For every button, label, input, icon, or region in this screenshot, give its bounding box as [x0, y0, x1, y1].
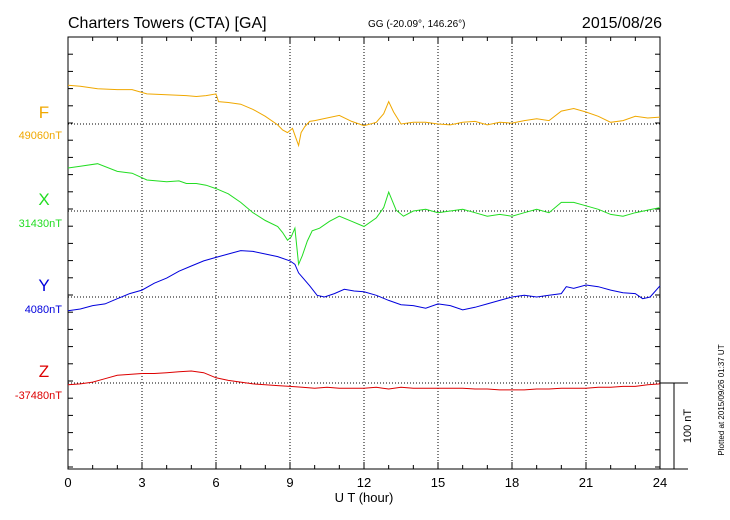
- series-name-f: F: [39, 103, 49, 122]
- x-tick-label: 0: [64, 475, 71, 490]
- series-baseline-x: 31430nT: [19, 218, 63, 230]
- x-axis-label: U T (hour): [335, 490, 394, 505]
- coordinates-label: GG (-20.09°, 146.26°): [368, 19, 466, 30]
- series-labels: F 49060nT X 31430nT Y 4080nT Z -37480nT: [15, 103, 62, 402]
- x-tick-label: 6: [212, 475, 219, 490]
- series-baseline-f: 49060nT: [19, 130, 63, 142]
- x-tick-label: 21: [579, 475, 593, 490]
- date-label: 2015/08/26: [582, 15, 662, 32]
- scale-bar: [660, 382, 688, 470]
- series-line-f: [67, 84, 661, 148]
- plotted-timestamp: Plotted at 2015/09/26 01:37 UT: [717, 344, 726, 455]
- series-name-y: Y: [38, 276, 49, 295]
- grid-lines: [68, 37, 660, 469]
- x-tick-label: 9: [286, 475, 293, 490]
- x-tick-label: 24: [653, 475, 667, 490]
- station-title: Charters Towers (CTA) [GA]: [68, 15, 267, 32]
- x-tick-label: 15: [431, 475, 445, 490]
- series-name-z: Z: [39, 362, 49, 381]
- series-line-y: [67, 250, 661, 312]
- x-tick-label: 3: [138, 475, 145, 490]
- x-tick-label: 18: [505, 475, 519, 490]
- x-tick-label: 12: [357, 475, 371, 490]
- scale-bar-label: 100 nT: [682, 409, 694, 444]
- x-tick-labels: 0 3 6 9 12 15 18 21 24: [64, 475, 667, 490]
- series-baseline-y: 4080nT: [25, 304, 63, 316]
- series-name-x: X: [38, 190, 49, 209]
- series-line-x: [67, 163, 661, 267]
- series-baseline-z: -37480nT: [15, 390, 62, 402]
- series-lines: [67, 84, 661, 391]
- series-line-z: [67, 370, 661, 391]
- axis-ticks: [67, 36, 661, 469]
